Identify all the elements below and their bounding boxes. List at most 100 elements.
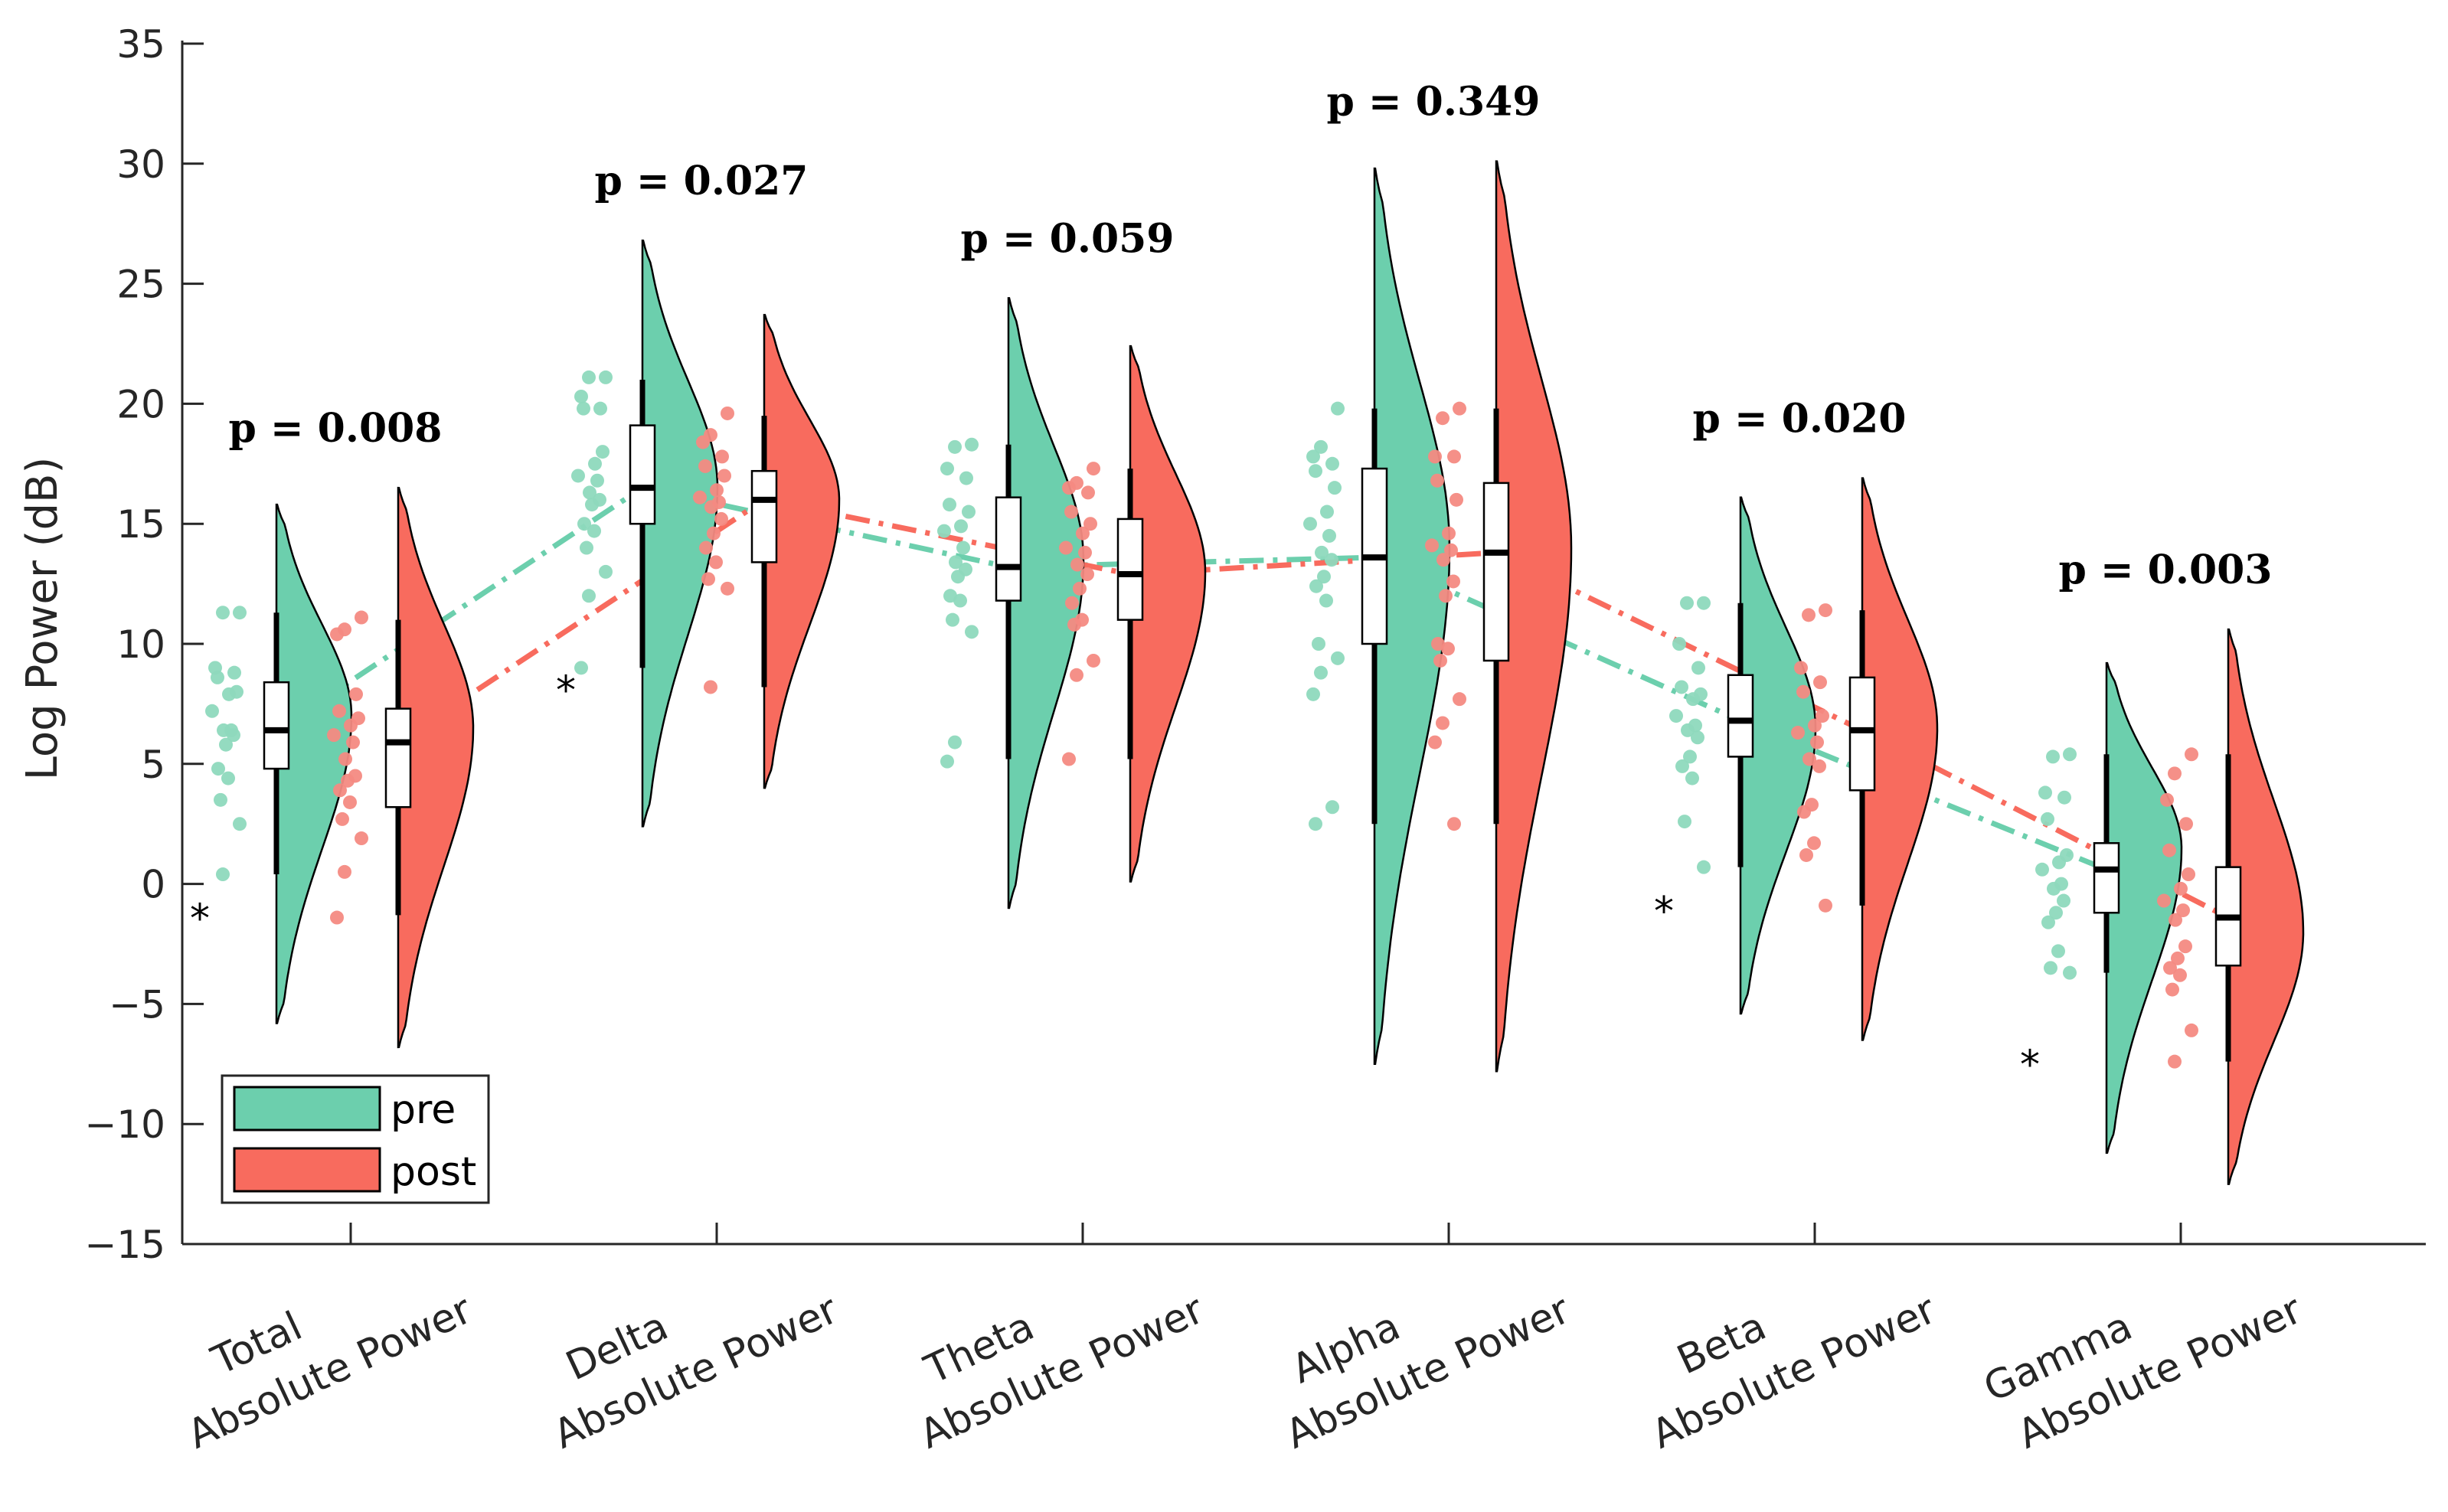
pre-data-point — [1331, 401, 1345, 416]
legend-swatch-post — [233, 1147, 381, 1193]
pre-data-point — [216, 867, 230, 882]
post-density-cloud — [397, 486, 475, 1049]
pre-data-point — [577, 401, 590, 416]
post-density-cloud — [763, 314, 841, 789]
p-value-label: p = 0.059 — [961, 215, 1175, 262]
post-data-point — [332, 704, 346, 718]
pre-data-point — [585, 498, 599, 512]
post-data-point — [1816, 709, 1829, 723]
post-data-point — [2185, 1023, 2198, 1037]
post-data-point — [1081, 485, 1095, 500]
pre-data-point — [2063, 965, 2077, 980]
post-data-point — [1070, 668, 1083, 682]
y-tick-label: 0 — [141, 863, 165, 907]
pre-data-point — [599, 370, 613, 384]
y-tick-label: −15 — [84, 1223, 165, 1267]
pre-data-point — [2057, 893, 2071, 908]
post-data-point — [1812, 759, 1826, 773]
pre-data-point — [2063, 747, 2077, 762]
pre-data-point — [1680, 596, 1694, 610]
post-data-point — [1059, 540, 1073, 555]
pre-data-point — [1672, 637, 1686, 651]
post-data-point — [707, 526, 721, 540]
post-data-point — [715, 449, 729, 464]
post-data-point — [704, 680, 717, 694]
post-data-point — [1802, 752, 1816, 766]
post-data-point — [2157, 893, 2171, 908]
pre-box — [263, 681, 290, 770]
post-data-point — [2174, 881, 2188, 896]
post-data-point — [709, 555, 723, 570]
pre-data-point — [1683, 749, 1697, 764]
y-tick-label: −5 — [109, 982, 165, 1027]
pre-data-point — [1686, 692, 1700, 707]
post-data-point — [330, 910, 344, 925]
pre-data-point — [2041, 812, 2054, 826]
post-data-point — [2185, 747, 2198, 762]
pre-data-point — [1312, 637, 1325, 651]
pre-data-point — [1306, 687, 1320, 701]
pre-box — [2093, 842, 2120, 914]
pre-box — [995, 496, 1022, 602]
post-data-point — [333, 783, 347, 798]
legend-label-pre: pre — [391, 1087, 456, 1133]
pre-data-point — [2038, 785, 2052, 800]
axes — [181, 41, 2426, 1246]
post-data-point — [1436, 553, 1450, 567]
pre-data-point — [222, 687, 236, 701]
pre-data-point — [1669, 709, 1683, 723]
raw-data-points: * * * * — [190, 370, 2198, 1089]
pre-box — [1727, 674, 1754, 758]
pre-data-point — [211, 670, 224, 684]
post-data-point — [2163, 961, 2177, 975]
post-data-point — [1808, 718, 1822, 733]
post-data-point — [1791, 726, 1805, 740]
pre-data-point — [943, 498, 956, 512]
pre-data-point — [1325, 456, 1339, 471]
pre-data-point — [1685, 771, 1699, 785]
pre-data-point — [1681, 723, 1695, 737]
pre-data-point — [1314, 439, 1328, 454]
pre-data-point — [219, 737, 233, 752]
post-data-point — [1087, 653, 1100, 668]
post-data-point — [1430, 473, 1444, 488]
pre-data-point — [1303, 517, 1317, 531]
post-data-point — [2182, 867, 2195, 882]
y-tick-label: 25 — [116, 263, 165, 307]
post-data-point — [1062, 752, 1076, 766]
post-data-point — [335, 812, 349, 826]
post-data-point — [710, 483, 724, 498]
post-data-point — [349, 687, 363, 701]
pre-outlier-marker: * — [190, 896, 210, 942]
pre-data-point — [1691, 730, 1704, 745]
post-data-point — [1441, 642, 1455, 656]
post-data-point — [1453, 401, 1466, 416]
post-data-point — [1076, 526, 1090, 540]
post-data-point — [2160, 792, 2174, 807]
post-data-point — [1447, 817, 1461, 831]
pre-data-point — [946, 612, 959, 627]
pre-data-point — [2051, 944, 2065, 958]
post-data-point — [2171, 951, 2185, 965]
boxplots — [263, 380, 2242, 1062]
post-data-point — [341, 773, 355, 788]
pre-data-point — [583, 485, 596, 500]
pre-data-point — [590, 473, 604, 488]
pre-data-point — [1325, 800, 1339, 815]
post-data-point — [1802, 608, 1816, 622]
y-tick-label: 20 — [116, 382, 165, 426]
pre-data-point — [1675, 759, 1689, 773]
post-data-point — [1796, 684, 1810, 699]
pre-density-cloud — [641, 239, 719, 828]
post-data-point — [1453, 692, 1466, 707]
post-density-cloud — [1861, 477, 1939, 1041]
pre-data-point — [227, 665, 241, 680]
pre-data-point — [965, 625, 979, 639]
pre-data-point — [962, 505, 976, 519]
post-data-point — [1083, 517, 1097, 531]
post-data-point — [2165, 982, 2179, 997]
pre-box — [629, 424, 656, 525]
pre-data-point — [1328, 481, 1342, 495]
